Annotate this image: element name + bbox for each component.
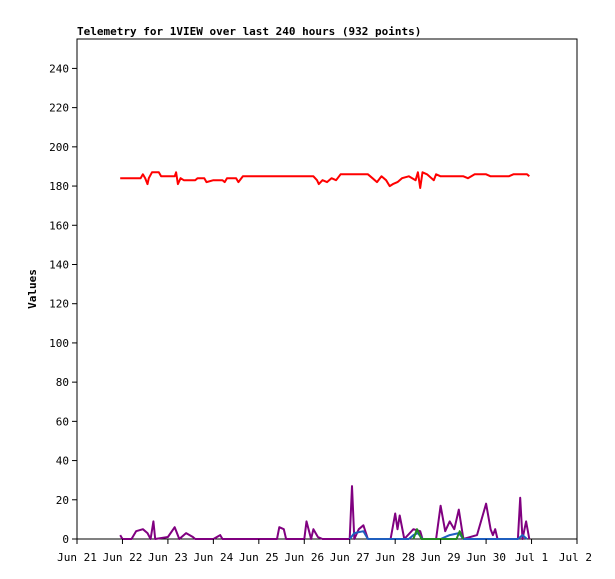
- y-tick-label: 160: [49, 219, 69, 232]
- x-tick-label: Jun 25: [239, 551, 279, 564]
- y-axis: 0 20 40 60 80 100 120 140 160 180 200 220 240: [49, 62, 77, 546]
- x-tick-label: Jul 1: [515, 551, 548, 564]
- x-tick-label: Jun 29: [421, 551, 461, 564]
- series-line-3: [412, 528, 465, 540]
- x-tick-label: Jun 27: [330, 551, 370, 564]
- x-tick-label: Jul 2: [559, 551, 592, 564]
- x-tick-label: Jun 30: [466, 551, 506, 564]
- x-tick-label: Jun 22: [103, 551, 143, 564]
- y-tick-label: 80: [56, 376, 69, 389]
- y-tick-label: 240: [49, 62, 69, 75]
- x-tick-label: Jun 24: [193, 551, 233, 564]
- y-tick-label: 180: [49, 180, 69, 193]
- y-tick-label: 200: [49, 141, 69, 154]
- y-tick-label: 120: [49, 298, 69, 311]
- y-tick-label: 60: [56, 415, 69, 428]
- x-tick-label: Jun 23: [148, 551, 188, 564]
- series-line-2: [348, 530, 528, 540]
- chart-title: Telemetry for 1VIEW over last 240 hours …: [77, 25, 421, 38]
- y-tick-label: 140: [49, 258, 69, 271]
- plot-area-frame: [76, 38, 578, 540]
- y-tick-label: 0: [62, 533, 69, 546]
- y-tick-label: 220: [49, 102, 69, 115]
- x-tick-label: Jun 21: [57, 551, 97, 564]
- x-axis: Jun 21 Jun 22 Jun 23 Jun 24 Jun 25 Jun 26 Jun …: [57, 539, 592, 564]
- y-tick-label: 20: [56, 494, 69, 507]
- x-tick-label: Jun 26: [284, 551, 324, 564]
- series-line-0: [120, 171, 530, 189]
- series-line-1: [119, 485, 531, 540]
- x-tick-label: Jun 28: [375, 551, 415, 564]
- y-tick-label: 100: [49, 337, 69, 350]
- y-axis-label: Values: [26, 269, 39, 309]
- y-tick-label: 40: [56, 455, 69, 468]
- series-layer: [119, 171, 531, 540]
